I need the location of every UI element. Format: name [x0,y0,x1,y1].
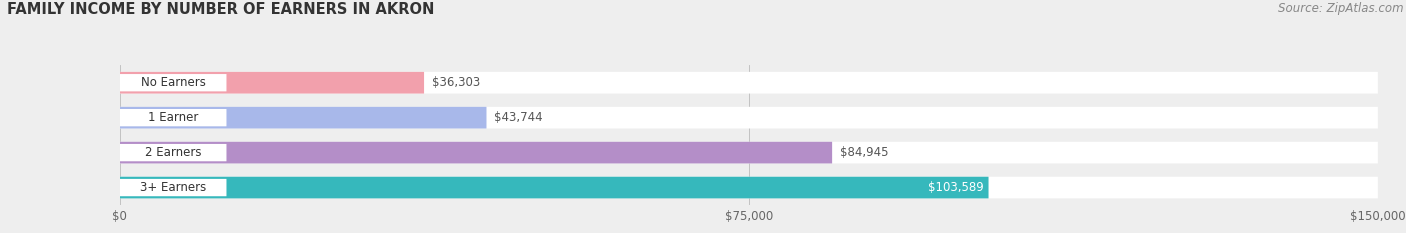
FancyBboxPatch shape [120,72,425,94]
Text: Source: ZipAtlas.com: Source: ZipAtlas.com [1278,2,1403,15]
FancyBboxPatch shape [120,179,226,196]
Text: $43,744: $43,744 [494,111,543,124]
FancyBboxPatch shape [120,72,1378,94]
Text: $84,945: $84,945 [839,146,889,159]
FancyBboxPatch shape [120,144,226,161]
Text: 1 Earner: 1 Earner [148,111,198,124]
Text: $103,589: $103,589 [928,181,984,194]
Text: 3+ Earners: 3+ Earners [139,181,207,194]
Text: No Earners: No Earners [141,76,205,89]
FancyBboxPatch shape [120,107,486,129]
Text: FAMILY INCOME BY NUMBER OF EARNERS IN AKRON: FAMILY INCOME BY NUMBER OF EARNERS IN AK… [7,2,434,17]
FancyBboxPatch shape [120,142,1378,164]
FancyBboxPatch shape [120,142,832,164]
FancyBboxPatch shape [120,177,988,199]
Text: $36,303: $36,303 [432,76,479,89]
FancyBboxPatch shape [120,107,1378,129]
FancyBboxPatch shape [120,74,226,91]
Text: 2 Earners: 2 Earners [145,146,201,159]
FancyBboxPatch shape [120,177,1378,199]
FancyBboxPatch shape [120,109,226,126]
